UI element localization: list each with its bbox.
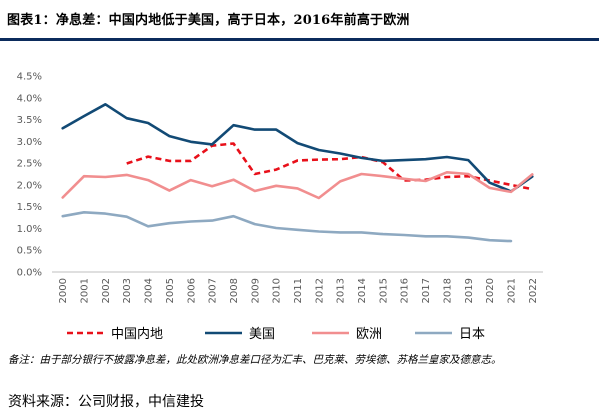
x-tick-label: 2009 <box>250 278 261 303</box>
series-line-0 <box>126 142 533 191</box>
x-tick-label: 2015 <box>378 278 389 303</box>
x-tick-label: 2017 <box>421 278 432 303</box>
y-tick-label: 2.5% <box>17 159 42 170</box>
x-tick-label: 2002 <box>101 278 112 303</box>
x-tick-label: 2010 <box>272 278 283 303</box>
legend-label-0: 中国内地 <box>111 326 163 342</box>
x-tick-label: 2021 <box>506 278 517 303</box>
footnote: 备注：由于部分银行不披露净息差，此处欧洲净息差口径为汇丰、巴克莱、劳埃德、苏格兰… <box>8 354 502 366</box>
x-tick-label: 2005 <box>165 278 176 303</box>
x-tick-label: 2012 <box>314 278 325 303</box>
x-tick-label: 2022 <box>528 278 539 303</box>
y-tick-label: 1.0% <box>17 224 42 235</box>
legend-label-3: 日本 <box>459 327 485 342</box>
x-tick-label: 2004 <box>144 278 155 303</box>
x-tick-label: 2019 <box>464 278 475 303</box>
x-tick-label: 2020 <box>485 278 496 303</box>
title-rule <box>0 38 599 41</box>
y-tick-label: 2.0% <box>17 180 42 191</box>
line-chart: 0.0% 0.5% 1.0% 1.5% 2.0% 2.5% 3.0% 3.5% 4.0% 4.5%… <box>17 72 543 342</box>
x-tick-label: 2006 <box>186 278 197 303</box>
x-tick-label: 2003 <box>122 278 133 303</box>
series-line-2 <box>61 171 534 200</box>
legend-label-2: 欧洲 <box>356 327 382 342</box>
y-tick-label: 1.5% <box>17 202 42 213</box>
x-tick-label: 2013 <box>336 278 347 303</box>
y-tick-label: 3.0% <box>17 137 42 148</box>
x-tick-label: 2007 <box>208 278 219 303</box>
series-line-3 <box>61 211 513 243</box>
source-text: 资料来源：公司财报，中信建投 <box>8 394 204 410</box>
chart-title: 图表1：净息差：中国内地低于美国，高于日本，2016年前高于欧洲 <box>7 13 410 28</box>
series-line-1 <box>61 103 534 193</box>
y-tick-label: 0.5% <box>17 246 42 257</box>
x-tick-label: 2011 <box>293 278 304 303</box>
x-tick-label: 2018 <box>442 278 453 303</box>
x-tick-label: 2016 <box>400 278 411 303</box>
x-tick-label: 2000 <box>58 278 69 303</box>
y-tick-label: 4.5% <box>17 72 42 83</box>
y-tick-label: 0.0% <box>17 268 42 279</box>
x-tick-label: 2008 <box>229 278 240 303</box>
x-tick-label: 2014 <box>357 278 368 303</box>
legend-label-1: 美国 <box>249 327 275 342</box>
y-tick-label: 3.5% <box>17 115 42 126</box>
x-tick-label: 2001 <box>80 278 91 303</box>
y-tick-label: 4.0% <box>17 93 42 104</box>
